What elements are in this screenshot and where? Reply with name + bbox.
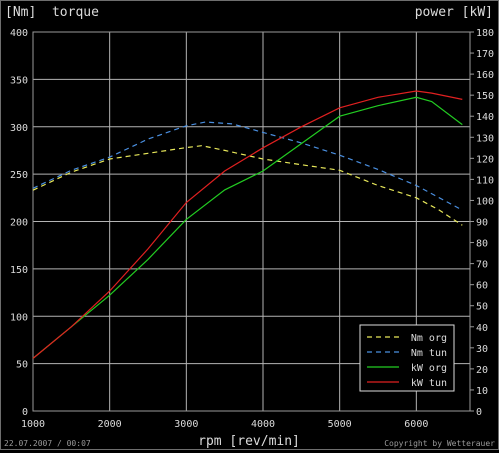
- y-right-tick-label: 60: [476, 281, 488, 292]
- y-right-tick-label: 100: [476, 196, 494, 207]
- legend-box: [359, 324, 455, 392]
- x-tick-label: 1000: [21, 419, 45, 430]
- y-left-tick-label: 250: [10, 170, 28, 181]
- legend: Nm org Nm tun kW org kW tun: [359, 324, 455, 392]
- y-right-tick-label: 70: [476, 260, 488, 271]
- y-right-tick-label: 140: [476, 112, 494, 123]
- left-axis-title: [Nm] torque: [5, 5, 99, 20]
- axis-ticks: 1000 2000 3000 4000 5000 60000501001502002503…: [10, 28, 494, 430]
- y-right-tick-label: 40: [476, 323, 488, 334]
- legend-label: kW org: [411, 363, 447, 374]
- y-right-tick-label: 30: [476, 344, 488, 355]
- y-right-tick-label: 170: [476, 49, 494, 60]
- x-tick-label: 4000: [251, 419, 275, 430]
- series-line-kw-org: [32, 96, 463, 359]
- x-tick-label: 6000: [404, 419, 428, 430]
- y-right-tick-label: 110: [476, 175, 494, 186]
- footer-date: 22.07.2007 / 00:07: [4, 439, 91, 448]
- y-right-tick-label: 90: [476, 218, 488, 229]
- y-right-tick-label: 80: [476, 239, 488, 250]
- y-right-tick-label: 0: [476, 407, 482, 418]
- footer-copyright: Copyright by Wetterauer: [384, 439, 495, 448]
- x-tick-label: 2000: [98, 419, 122, 430]
- x-axis-label: rpm [rev/min]: [198, 434, 300, 449]
- y-right-tick-label: 120: [476, 154, 494, 165]
- right-axis-title: power [kW]: [415, 5, 493, 20]
- y-right-tick-label: 20: [476, 365, 488, 376]
- y-right-tick-label: 50: [476, 302, 488, 313]
- y-right-tick-label: 130: [476, 133, 494, 144]
- y-left-tick-label: 400: [10, 28, 28, 39]
- y-right-tick-label: 150: [476, 91, 494, 102]
- x-tick-label: 3000: [174, 419, 198, 430]
- series-line-nm-tun: [32, 121, 463, 211]
- y-right-tick-label: 160: [476, 70, 494, 81]
- series-line-kw-tun: [32, 90, 463, 359]
- y-left-tick-label: 50: [16, 360, 28, 371]
- y-left-tick-label: 150: [10, 265, 28, 276]
- x-tick-label: 5000: [328, 419, 352, 430]
- y-right-tick-label: 10: [476, 386, 488, 397]
- legend-label: Nm org: [411, 333, 447, 344]
- y-left-tick-label: 350: [10, 75, 28, 86]
- legend-label: kW tun: [411, 378, 447, 389]
- grid: [33, 32, 470, 411]
- y-left-tick-label: 200: [10, 218, 28, 229]
- legend-label: Nm tun: [411, 348, 447, 359]
- y-left-tick-label: 0: [22, 407, 28, 418]
- y-right-tick-label: 180: [476, 28, 494, 39]
- y-left-tick-label: 100: [10, 312, 28, 323]
- y-left-tick-label: 300: [10, 123, 28, 134]
- series-lines: [32, 90, 463, 359]
- series-line-nm-org: [32, 145, 463, 226]
